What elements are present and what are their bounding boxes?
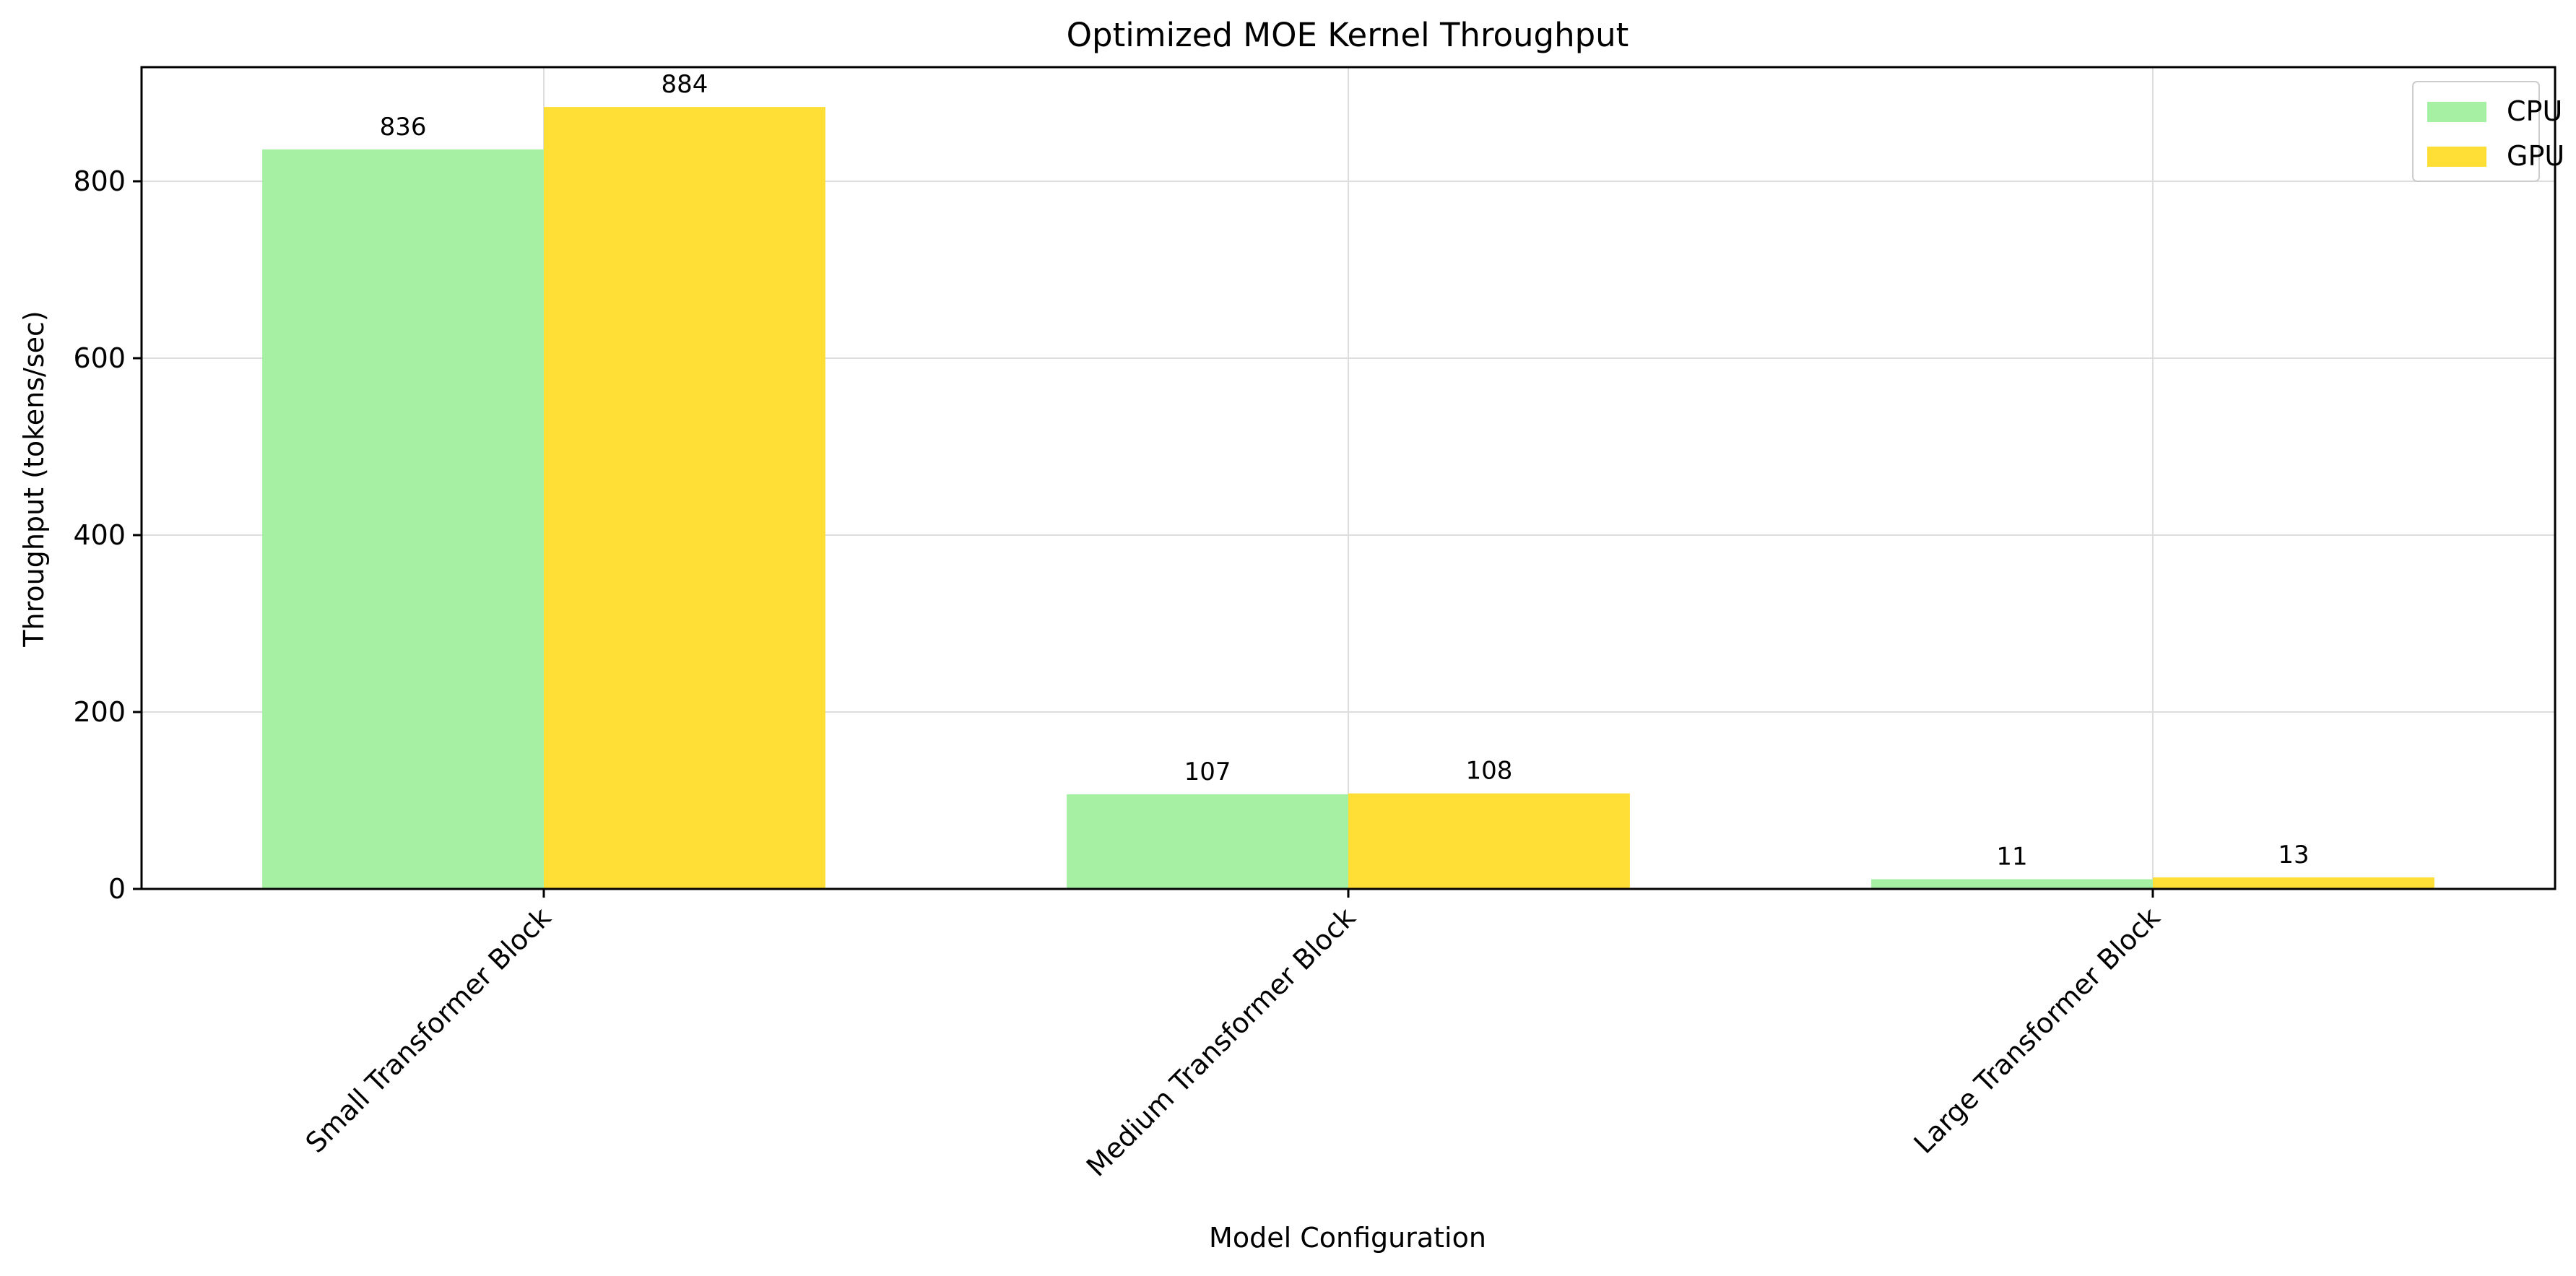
bar-value-label: 884: [661, 70, 708, 99]
bar-gpu-0: [544, 107, 825, 890]
y-axis-label: Throughput (tokens/sec): [18, 311, 50, 647]
legend-label-cpu: CPU: [2507, 95, 2562, 127]
bar-cpu-0: [262, 149, 544, 890]
chart-title: Optimized MOE Kernel Throughput: [1067, 16, 1629, 54]
y-tick-label: 0: [108, 873, 126, 905]
y-tick-label: 400: [73, 519, 126, 551]
y-tick-label: 200: [73, 696, 126, 728]
legend-swatch-gpu: [2427, 147, 2486, 167]
bar-value-label: 11: [1996, 843, 2027, 872]
x-tick-label: Large Transformer Block: [1908, 901, 2167, 1160]
bar-value-label: 107: [1184, 758, 1231, 786]
bar-value-label: 836: [380, 113, 427, 142]
x-tick-label: Small Transformer Block: [300, 901, 558, 1159]
bar-value-label: 108: [1465, 757, 1512, 786]
bar-cpu-2: [1871, 879, 2153, 889]
x-axis-label: Model Configuration: [1209, 1222, 1486, 1254]
bar-gpu-1: [1348, 793, 1630, 889]
bar-cpu-1: [1067, 794, 1348, 889]
bar-gpu-2: [2153, 877, 2434, 889]
x-tick-label: Medium Transformer Block: [1080, 901, 1362, 1183]
legend-swatch-cpu: [2427, 102, 2486, 122]
bar-value-label: 13: [2278, 841, 2309, 869]
legend-label-gpu: GPU: [2507, 140, 2564, 172]
y-tick-label: 800: [73, 165, 126, 197]
y-tick-label: 600: [73, 342, 126, 374]
